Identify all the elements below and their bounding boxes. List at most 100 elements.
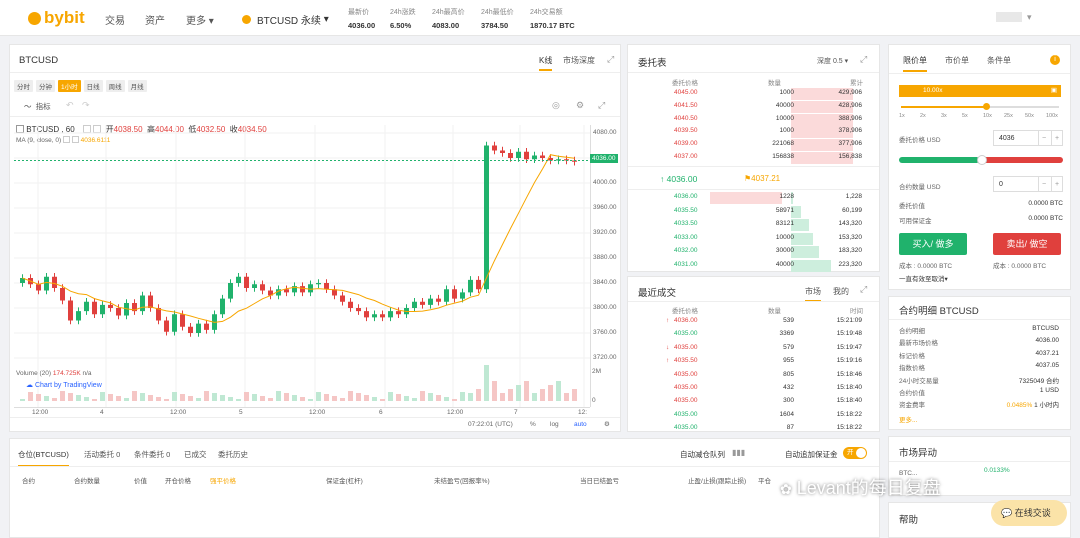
- settings-icon[interactable]: [62, 136, 70, 143]
- live-chat-button[interactable]: 💬 在线交谈: [991, 500, 1067, 526]
- undo-icon[interactable]: ↶: [66, 100, 74, 110]
- symbol-selector[interactable]: BTCUSD 永续 ▾: [242, 12, 329, 27]
- expand-icon[interactable]: ⤢: [607, 54, 615, 64]
- bid-price[interactable]: 4033.00: [674, 233, 698, 241]
- position-tab-3[interactable]: 已成交: [184, 450, 207, 459]
- leverage-mark[interactable]: 2x: [920, 113, 926, 119]
- gear-icon[interactable]: ⚙: [576, 100, 585, 110]
- interval-1[interactable]: 分钟: [36, 80, 55, 92]
- close-icon[interactable]: [71, 136, 79, 143]
- tab-market[interactable]: 市场: [805, 286, 821, 302]
- tab-conditional[interactable]: 条件单: [987, 56, 1011, 65]
- fullscreen-icon[interactable]: ⤢: [598, 100, 606, 110]
- depth-bar: [791, 232, 813, 245]
- ask-qty: 221068: [772, 140, 794, 148]
- leverage-mark[interactable]: 50x: [1025, 113, 1034, 119]
- position-tab-1[interactable]: 活动委托 0: [84, 450, 121, 459]
- ask-price[interactable]: 4039.50: [674, 127, 698, 135]
- leverage-track[interactable]: [901, 103, 1059, 110]
- sell-cost: 成本 : 0.0000 BTC: [993, 263, 1047, 270]
- depth-bar: [791, 139, 853, 152]
- interval-5[interactable]: 月线: [127, 80, 147, 92]
- bid-total: 1,228: [845, 193, 862, 200]
- trade-qty: 3369: [779, 330, 794, 338]
- bid-price[interactable]: 4032.00: [674, 247, 698, 255]
- plus-button[interactable]: +: [1051, 131, 1062, 146]
- bybit-logo[interactable]: bybit: [28, 8, 85, 28]
- sell-short-button[interactable]: 卖出/ 做空: [993, 233, 1061, 255]
- ask-price[interactable]: 4041.50: [674, 101, 698, 109]
- position-col: 合约数量: [74, 478, 100, 485]
- tab-mine[interactable]: 我的: [833, 287, 849, 296]
- time-in-force-select[interactable]: 一直有效至取消▾: [899, 273, 948, 283]
- auto-deleverage-label[interactable]: 自动减仓队列: [680, 450, 725, 459]
- depth-select[interactable]: 深度 0.5 ▾: [817, 56, 848, 66]
- depth-bar: [710, 192, 782, 204]
- nav-assets[interactable]: 资产: [145, 16, 165, 27]
- interval-2[interactable]: 1小时: [58, 80, 81, 92]
- more-link[interactable]: 更多...: [899, 417, 918, 424]
- leverage-mark[interactable]: 100x: [1046, 113, 1058, 119]
- indicator-button[interactable]: 〜 指标: [24, 102, 51, 111]
- nav-more[interactable]: 更多 ▾: [186, 12, 214, 27]
- leverage-mark[interactable]: 10x: [983, 113, 992, 119]
- gear-icon[interactable]: ⚙: [604, 421, 610, 428]
- ask-price[interactable]: 4039.00: [674, 140, 698, 148]
- ask-qty: 156838: [772, 153, 794, 160]
- tab-market-order[interactable]: 市价单: [945, 56, 969, 65]
- candle: [92, 301, 97, 315]
- auto-margin-toggle[interactable]: 开: [843, 447, 867, 459]
- qty-input[interactable]: 0 − +: [993, 176, 1063, 192]
- leverage-mark[interactable]: 5x: [962, 113, 968, 119]
- bid-price[interactable]: 4031.00: [674, 261, 698, 268]
- minus-button[interactable]: −: [1038, 177, 1049, 192]
- camera-icon[interactable]: ◎: [552, 100, 560, 110]
- position-tab-2[interactable]: 条件委托 0: [134, 450, 171, 459]
- expand-icon[interactable]: ⤢: [860, 284, 868, 294]
- bid-price[interactable]: 4035.50: [674, 206, 698, 214]
- expand-icon[interactable]: ⤢: [860, 54, 868, 64]
- chevron-down-icon[interactable]: ▾: [1027, 12, 1032, 22]
- price-axis[interactable]: 4080.004040.004000.003960.003920.003880.…: [590, 125, 620, 407]
- tradingview-link[interactable]: ☁ Chart by TradingView: [26, 382, 102, 389]
- minus-button[interactable]: −: [1038, 131, 1049, 146]
- ask-price[interactable]: 4040.50: [674, 114, 698, 122]
- tab-limit[interactable]: 限价单: [903, 55, 927, 72]
- position-tab-4[interactable]: 委托历史: [218, 450, 248, 459]
- utc-time[interactable]: 07:22:01 (UTC): [468, 421, 513, 428]
- position-tab-0[interactable]: 仓位(BTCUSD): [18, 449, 69, 467]
- volume-bar: [276, 391, 281, 401]
- candlestick-chart[interactable]: [14, 125, 590, 407]
- plus-button[interactable]: +: [1051, 177, 1062, 192]
- volume-bar: [36, 394, 41, 401]
- time-axis[interactable]: 12:00 4 12:00 5 12:00 6 12:00 7 12:: [14, 407, 590, 417]
- auto-toggle[interactable]: auto: [574, 421, 587, 428]
- info-icon[interactable]: i: [1050, 55, 1060, 65]
- tab-depth[interactable]: 市场深度: [563, 56, 595, 65]
- leverage-mark[interactable]: 3x: [941, 113, 947, 119]
- leverage-display[interactable]: 10.00x ▣: [899, 85, 1061, 97]
- ask-price[interactable]: 4037.00: [674, 153, 698, 160]
- interval-0[interactable]: 分时: [14, 80, 33, 92]
- redo-icon[interactable]: ↷: [82, 100, 90, 110]
- bar-chart-icon[interactable]: ▮▮▮: [732, 448, 746, 457]
- price-input[interactable]: 4036 − +: [993, 130, 1063, 146]
- bid-price[interactable]: 4033.50: [674, 220, 698, 228]
- user-avatar[interactable]: [996, 12, 1022, 22]
- order-ratio-bar[interactable]: [899, 155, 1063, 165]
- depth-bar: [791, 205, 801, 218]
- bid-price[interactable]: 4036.00: [674, 193, 698, 200]
- qty-label: 合约数量 USD: [899, 184, 941, 191]
- trade-time: 15:18:22: [836, 410, 862, 418]
- leverage-mark[interactable]: 25x: [1004, 113, 1013, 119]
- log-toggle[interactable]: log: [550, 421, 559, 428]
- interval-4[interactable]: 周线: [105, 80, 125, 92]
- time-tick: 12:00: [447, 409, 464, 416]
- interval-3[interactable]: 日线: [83, 80, 103, 92]
- nav-trade[interactable]: 交易: [105, 16, 125, 27]
- buy-long-button[interactable]: 买入/ 做多: [899, 233, 967, 255]
- percent-toggle[interactable]: %: [530, 421, 536, 428]
- ask-price[interactable]: 4045.00: [674, 89, 698, 96]
- tab-kline[interactable]: K线: [539, 55, 553, 71]
- leverage-mark[interactable]: 1x: [899, 113, 905, 119]
